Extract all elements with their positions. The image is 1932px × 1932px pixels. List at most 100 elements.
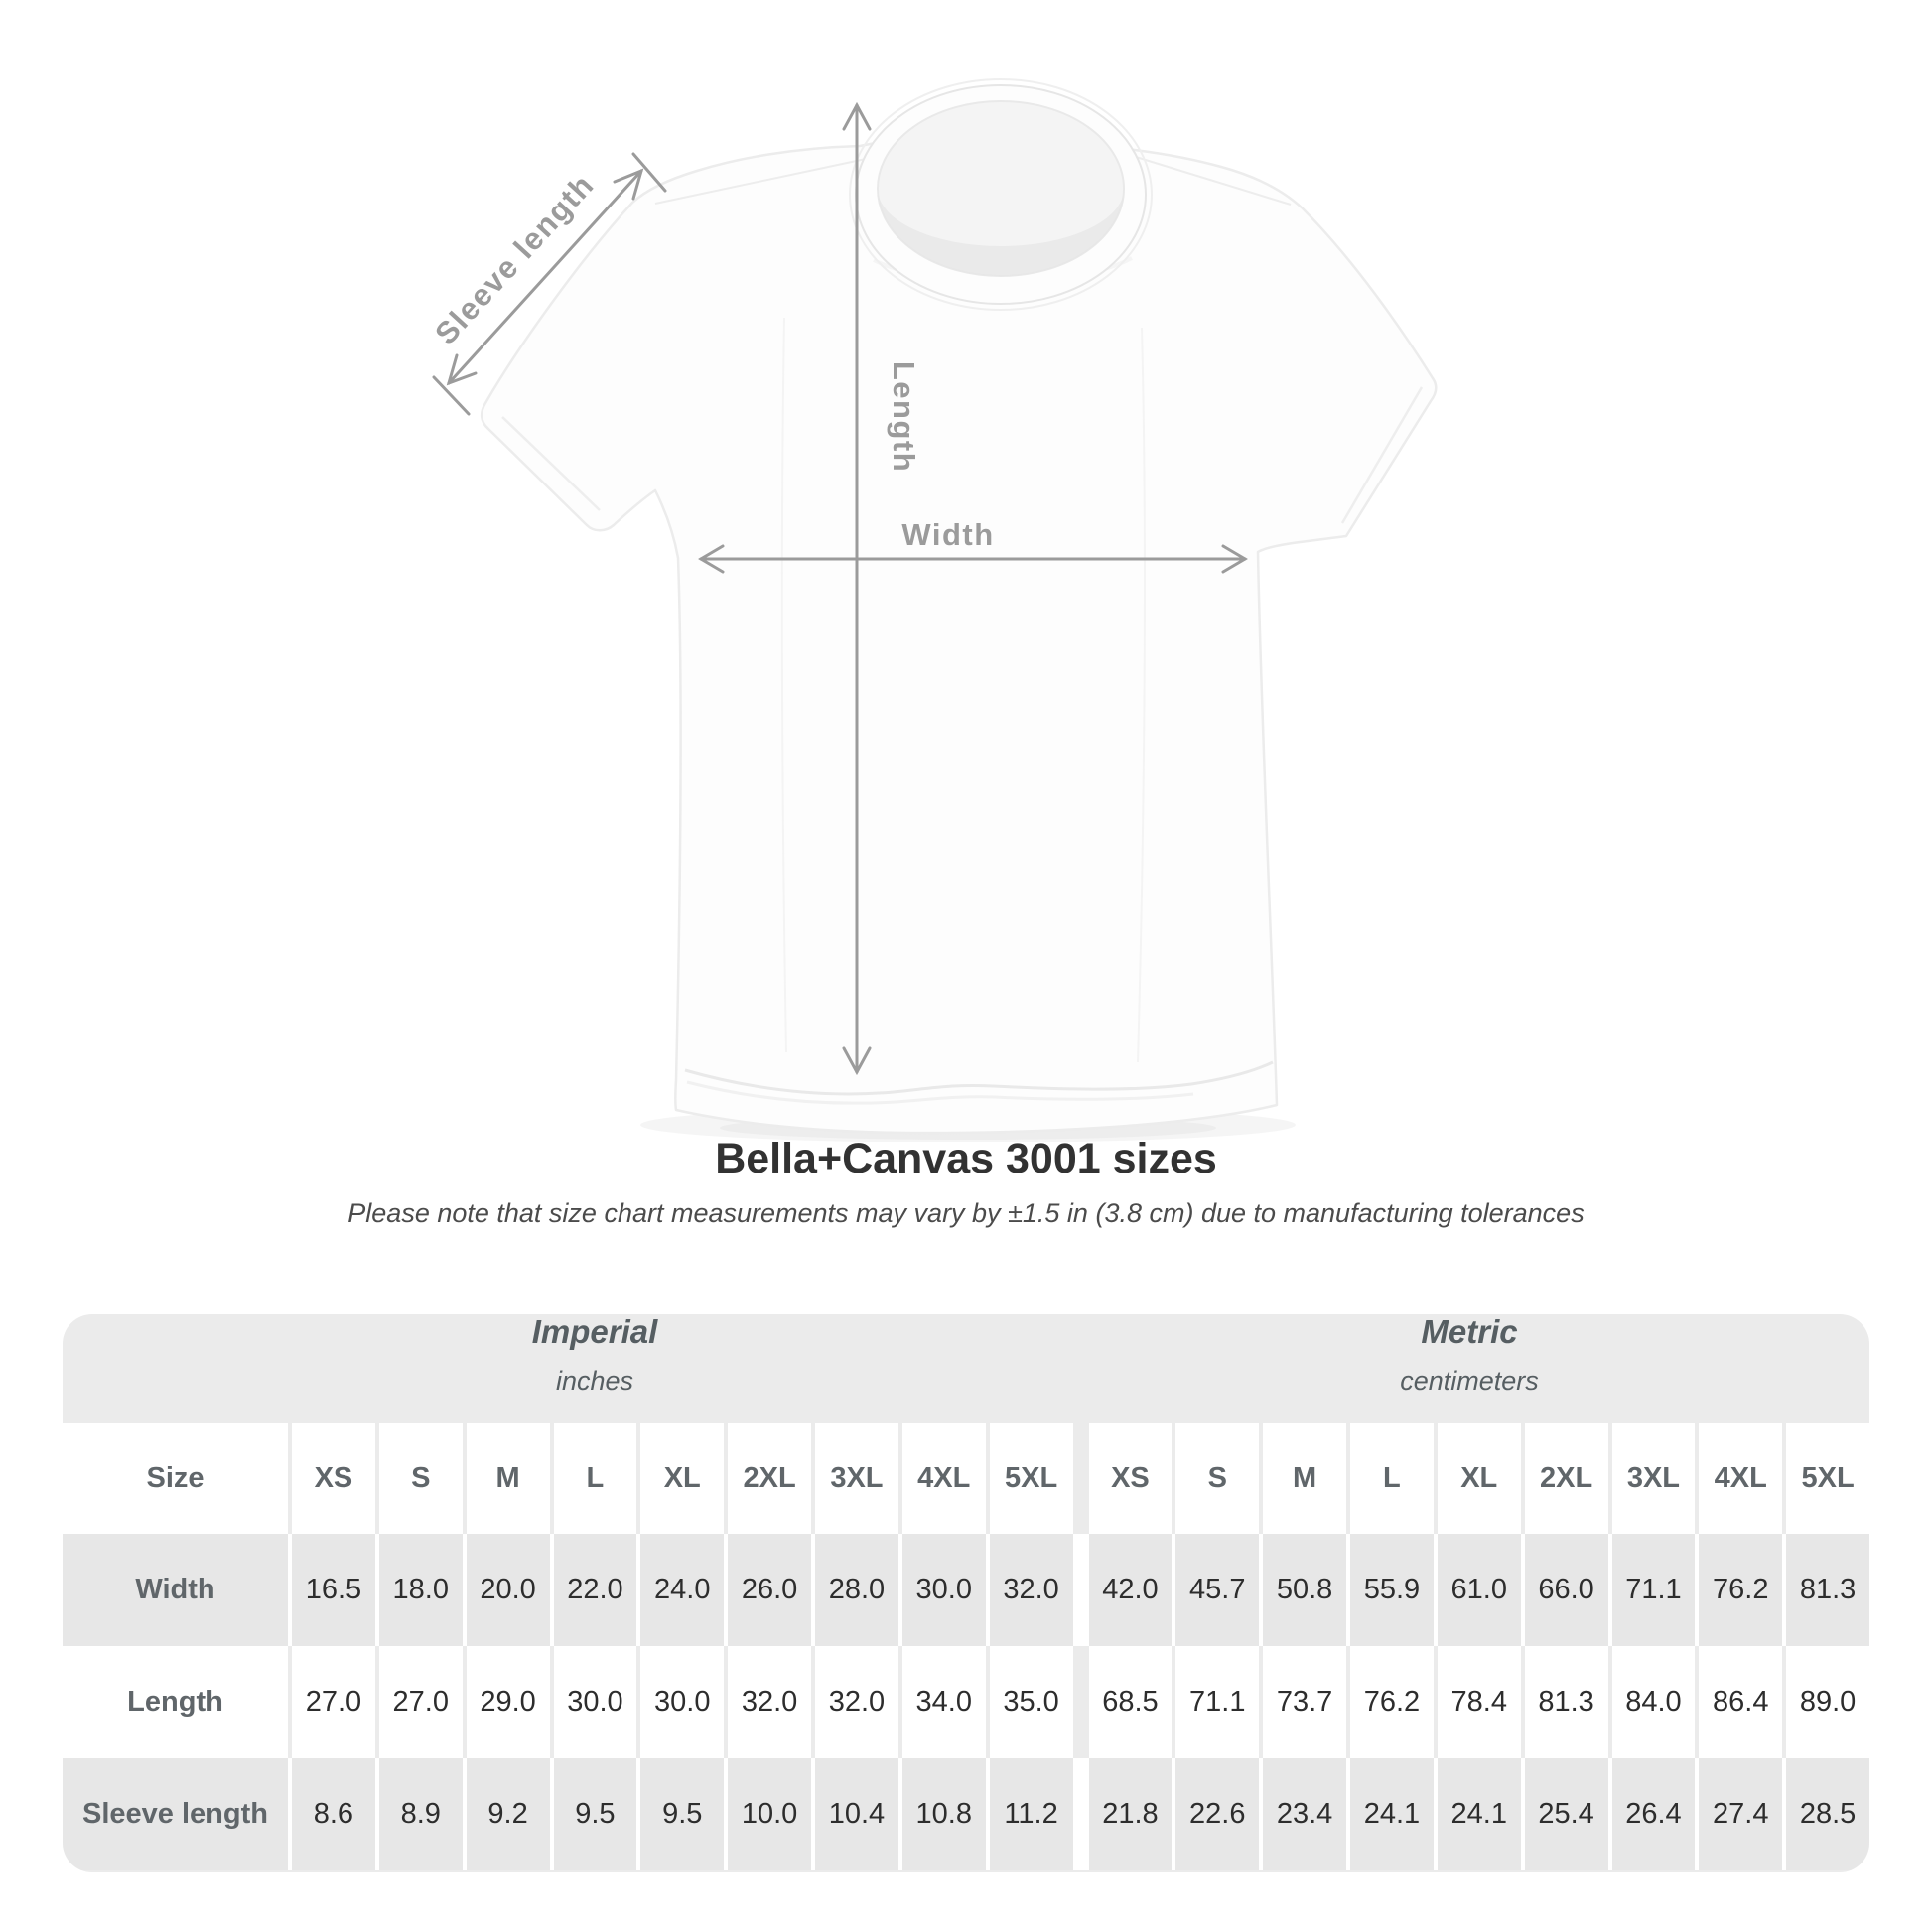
- width-label: Width: [901, 517, 994, 552]
- width-value: 24.0: [640, 1534, 725, 1646]
- length-arrow: [842, 101, 872, 1076]
- metric-section-header: Metric centimeters: [1400, 1314, 1539, 1397]
- size-column-header: L: [1350, 1423, 1434, 1534]
- size-column-header: M: [1263, 1423, 1346, 1534]
- length-value: 73.7: [1263, 1646, 1346, 1758]
- length-value: 76.2: [1350, 1646, 1434, 1758]
- table-row-length: Length 27.0 27.0 29.0 30.0 30.0 32.0 32.…: [63, 1646, 1869, 1758]
- length-value: 27.0: [292, 1646, 375, 1758]
- metric-unit: centimeters: [1400, 1366, 1539, 1396]
- length-value: 81.3: [1524, 1646, 1608, 1758]
- size-column-header: 3XL: [1611, 1423, 1696, 1534]
- length-value: 27.0: [378, 1646, 463, 1758]
- length-value: 35.0: [989, 1646, 1073, 1758]
- sleeve-value: 28.5: [1786, 1758, 1869, 1870]
- length-value: 30.0: [553, 1646, 637, 1758]
- sleeve-value: 27.4: [1699, 1758, 1783, 1870]
- width-value: 55.9: [1350, 1534, 1434, 1646]
- size-column-header: 4XL: [901, 1423, 986, 1534]
- section-divider: [1077, 1758, 1085, 1870]
- imperial-unit: inches: [555, 1366, 634, 1396]
- page-title: Bella+Canvas 3001 sizes: [715, 1135, 1217, 1182]
- tshirt-illustration: [480, 78, 1438, 1135]
- tolerance-note: Please note that size chart measurements…: [347, 1198, 1585, 1228]
- width-value: 61.0: [1437, 1534, 1521, 1646]
- width-value: 22.0: [553, 1534, 637, 1646]
- size-column-header: 5XL: [1786, 1423, 1869, 1534]
- row-label: Length: [63, 1646, 288, 1758]
- width-value: 66.0: [1524, 1534, 1608, 1646]
- size-column-header: 2XL: [1524, 1423, 1608, 1534]
- section-divider: [1077, 1646, 1085, 1758]
- sleeve-value: 9.2: [466, 1758, 550, 1870]
- sleeve-value: 26.4: [1611, 1758, 1696, 1870]
- length-value: 29.0: [466, 1646, 550, 1758]
- table-row-width: Width 16.5 18.0 20.0 22.0 24.0 26.0 28.0…: [63, 1534, 1869, 1646]
- section-divider: [1077, 1534, 1085, 1646]
- length-value: 86.4: [1699, 1646, 1783, 1758]
- sleeve-value: 25.4: [1524, 1758, 1608, 1870]
- size-column-header: XS: [1088, 1423, 1173, 1534]
- size-column-header: S: [378, 1423, 463, 1534]
- width-arrow: [698, 544, 1248, 574]
- length-value: 68.5: [1088, 1646, 1173, 1758]
- length-value: 32.0: [815, 1646, 898, 1758]
- sleeve-length-arrow: [432, 152, 667, 416]
- sleeve-value: 10.8: [901, 1758, 986, 1870]
- length-label: Length: [887, 361, 921, 473]
- sleeve-value: 24.1: [1437, 1758, 1521, 1870]
- size-column-header: 5XL: [989, 1423, 1073, 1534]
- length-value: 89.0: [1786, 1646, 1869, 1758]
- row-label: Width: [63, 1534, 288, 1646]
- section-divider: [1077, 1423, 1085, 1534]
- heading: Bella+Canvas 3001 sizes Please note that…: [0, 1134, 1932, 1229]
- sleeve-value: 23.4: [1263, 1758, 1346, 1870]
- width-value: 45.7: [1175, 1534, 1260, 1646]
- width-value: 28.0: [815, 1534, 898, 1646]
- size-header-row: Size XS S M L XL 2XL 3XL 4XL 5XL XS S M …: [63, 1423, 1869, 1534]
- width-value: 50.8: [1263, 1534, 1346, 1646]
- length-value: 32.0: [728, 1646, 811, 1758]
- sleeve-value: 11.2: [989, 1758, 1073, 1870]
- width-value: 30.0: [901, 1534, 986, 1646]
- width-value: 71.1: [1611, 1534, 1696, 1646]
- sleeve-value: 10.0: [728, 1758, 811, 1870]
- width-value: 18.0: [378, 1534, 463, 1646]
- row-label: Sleeve length: [63, 1758, 288, 1870]
- sleeve-value: 8.9: [378, 1758, 463, 1870]
- size-table: Imperial inches Metric centimeters Size …: [63, 1314, 1869, 1872]
- length-value: 84.0: [1611, 1646, 1696, 1758]
- length-value: 78.4: [1437, 1646, 1521, 1758]
- size-column-header: 2XL: [728, 1423, 811, 1534]
- width-value: 20.0: [466, 1534, 550, 1646]
- length-value: 34.0: [901, 1646, 986, 1758]
- size-corner-label: Size: [63, 1423, 288, 1534]
- imperial-label: Imperial: [531, 1314, 658, 1350]
- sleeve-value: 21.8: [1088, 1758, 1173, 1870]
- length-value: 30.0: [640, 1646, 725, 1758]
- size-column-header: S: [1175, 1423, 1260, 1534]
- width-value: 76.2: [1699, 1534, 1783, 1646]
- size-column-header: 3XL: [815, 1423, 898, 1534]
- size-column-header: XL: [640, 1423, 725, 1534]
- length-value: 71.1: [1175, 1646, 1260, 1758]
- width-value: 81.3: [1786, 1534, 1869, 1646]
- size-column-header: XS: [292, 1423, 375, 1534]
- sleeve-value: 24.1: [1350, 1758, 1434, 1870]
- size-column-header: L: [553, 1423, 637, 1534]
- sleeve-value: 22.6: [1175, 1758, 1260, 1870]
- size-column-header: XL: [1437, 1423, 1521, 1534]
- size-column-header: M: [466, 1423, 550, 1534]
- collar: [849, 78, 1153, 311]
- width-value: 32.0: [989, 1534, 1073, 1646]
- units-header-row: Imperial inches Metric centimeters: [63, 1314, 1869, 1423]
- width-value: 16.5: [292, 1534, 375, 1646]
- sleeve-value: 10.4: [815, 1758, 898, 1870]
- width-value: 42.0: [1088, 1534, 1173, 1646]
- sleeve-value: 9.5: [640, 1758, 725, 1870]
- sleeve-value: 9.5: [553, 1758, 637, 1870]
- imperial-section-header: Imperial inches: [531, 1314, 658, 1397]
- size-column-header: 4XL: [1699, 1423, 1783, 1534]
- width-value: 26.0: [728, 1534, 811, 1646]
